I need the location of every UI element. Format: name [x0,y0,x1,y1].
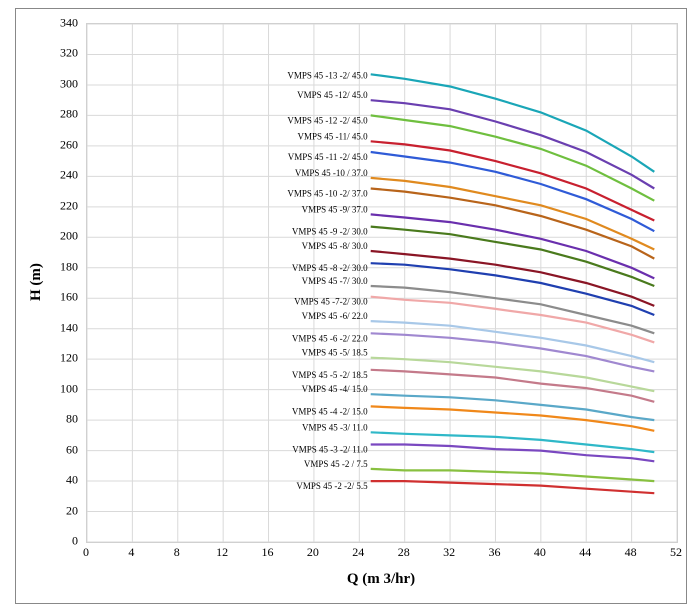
x-tick: 12 [216,545,228,560]
series-label: VMPS 45 -4/ 15.0 [302,384,369,394]
y-axis-title: H (m) [28,23,48,541]
series-label: VMPS 45 -7/ 30.0 [302,276,369,286]
series-label: VMPS 45 -7-2/ 30.0 [294,297,368,307]
series-label: VMPS 45 -9/ 37.0 [302,204,369,214]
series-label: VMPS 45 -11 -2/ 45.0 [288,152,368,162]
y-tick: 300 [60,76,78,91]
y-tick: 80 [66,412,78,427]
series-label: VMPS 45 -8 -2/ 30.0 [292,263,368,273]
x-tick: 8 [174,545,180,560]
series-label: VMPS 45 -3 -2/ 11.0 [292,444,368,454]
x-tick: 16 [262,545,274,560]
x-tick: 24 [352,545,364,560]
y-tick: 60 [66,442,78,457]
x-tick: 52 [670,545,682,560]
y-tick: 40 [66,473,78,488]
series-label: VMPS 45 -5 -2/ 18.5 [292,370,368,380]
x-tick: 48 [625,545,637,560]
series-curve [371,214,655,278]
x-tick: 4 [128,545,134,560]
series-label: VMPS 45 -2 / 7.5 [304,459,368,469]
y-tick: 20 [66,503,78,518]
y-tick: 200 [60,229,78,244]
series-label: VMPS 45 -2 -2/ 5.5 [296,481,368,491]
series-label: VMPS 45 -8/ 30.0 [302,241,369,251]
series-label: VMPS 45 -6 -2/ 22.0 [292,333,368,343]
x-tick: 32 [443,545,455,560]
series-label: VMPS 45 -5/ 18.5 [302,348,369,358]
x-tick: 0 [83,545,89,560]
series-label: VMPS 45 -3/ 11.0 [302,422,368,432]
chart-svg: VMPS 45 -13 -2/ 45.0 VMPS 45 -12/ 45.0 VMP… [87,24,677,542]
y-tick: 280 [60,107,78,122]
y-tick: 100 [60,381,78,396]
series-label: VMPS 45 -13 -2/ 45.0 [287,70,368,80]
chart-container: VMPS 45 -13 -2/ 45.0 VMPS 45 -12/ 45.0 VMP… [15,8,687,604]
series-label: VMPS 45 -10 -2/ 37.0 [287,189,368,199]
y-tick: 320 [60,46,78,61]
series-label: VMPS 45 -12/ 45.0 [297,90,368,100]
y-tick: 180 [60,259,78,274]
x-tick: 36 [488,545,500,560]
series-label: VMPS 45 -9 -2/ 30.0 [292,227,368,237]
series-label: VMPS 45 -11/ 45.0 [297,131,368,141]
y-tick: 0 [72,534,78,549]
series-label: VMPS 45 -10 / 37.0 [295,168,368,178]
y-tick: 160 [60,290,78,305]
x-axis-ticks: 0481216202428323640444852 [86,545,676,565]
plot-area: VMPS 45 -13 -2/ 45.0 VMPS 45 -12/ 45.0 VMP… [86,23,678,543]
y-tick: 120 [60,351,78,366]
x-tick: 44 [579,545,591,560]
series-label: VMPS 45 -6/ 22.0 [302,311,369,321]
y-tick: 220 [60,198,78,213]
y-tick: 260 [60,137,78,152]
x-tick: 20 [307,545,319,560]
series-curve [371,481,655,493]
series-label: VMPS 45 -12 -2/ 45.0 [287,115,368,125]
y-tick: 140 [60,320,78,335]
series-curve [371,321,655,362]
x-tick: 28 [398,545,410,560]
y-axis-ticks: 0204060801001201401601802002202402602803… [16,23,82,541]
series-curve [371,286,655,333]
series-curve [371,406,655,430]
series-curve [371,469,655,481]
series-curve [371,227,655,286]
x-axis-title: Q (m 3/hr) [86,571,676,588]
y-tick: 240 [60,168,78,183]
x-tick: 40 [534,545,546,560]
y-tick: 340 [60,16,78,31]
series-label: VMPS 45 -4 -2/ 15.0 [292,406,368,416]
